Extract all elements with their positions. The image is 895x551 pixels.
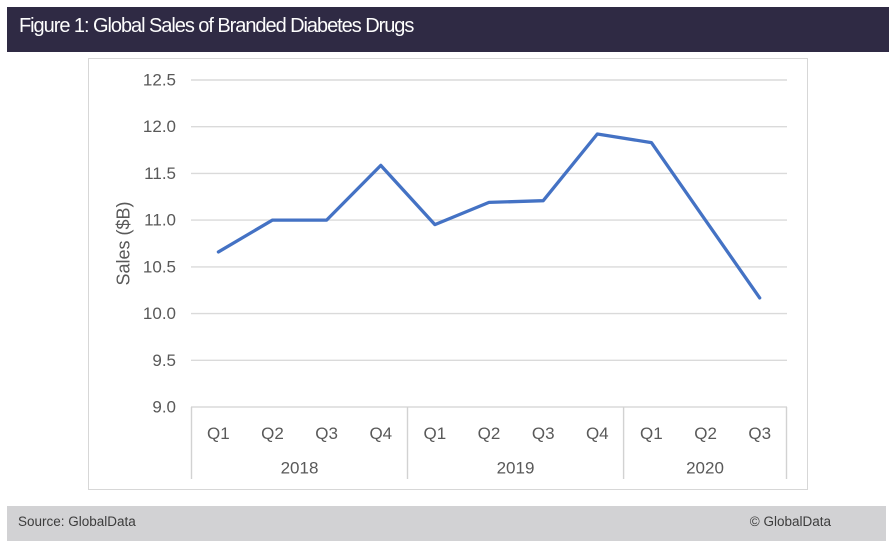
svg-text:9.0: 9.0 bbox=[152, 398, 176, 417]
svg-text:9.5: 9.5 bbox=[152, 351, 176, 370]
svg-text:12.0: 12.0 bbox=[143, 117, 176, 136]
svg-text:Q1: Q1 bbox=[640, 424, 663, 443]
svg-text:Q4: Q4 bbox=[586, 424, 609, 443]
svg-text:Q4: Q4 bbox=[369, 424, 392, 443]
svg-text:10.0: 10.0 bbox=[143, 304, 176, 323]
svg-text:10.5: 10.5 bbox=[143, 257, 176, 276]
svg-text:2019: 2019 bbox=[497, 459, 535, 478]
svg-text:Q2: Q2 bbox=[694, 424, 717, 443]
svg-text:Q3: Q3 bbox=[315, 424, 338, 443]
svg-text:2020: 2020 bbox=[686, 459, 724, 478]
svg-text:Sales ($B): Sales ($B) bbox=[114, 201, 134, 285]
svg-text:11.0: 11.0 bbox=[144, 211, 176, 230]
svg-text:Q3: Q3 bbox=[532, 424, 555, 443]
svg-text:11.5: 11.5 bbox=[144, 164, 176, 183]
svg-text:2018: 2018 bbox=[281, 459, 319, 478]
svg-text:Q3: Q3 bbox=[748, 424, 771, 443]
svg-text:12.5: 12.5 bbox=[143, 71, 176, 90]
svg-text:Q2: Q2 bbox=[261, 424, 284, 443]
svg-text:Q2: Q2 bbox=[478, 424, 501, 443]
svg-text:Q1: Q1 bbox=[424, 424, 447, 443]
svg-text:Q1: Q1 bbox=[207, 424, 230, 443]
